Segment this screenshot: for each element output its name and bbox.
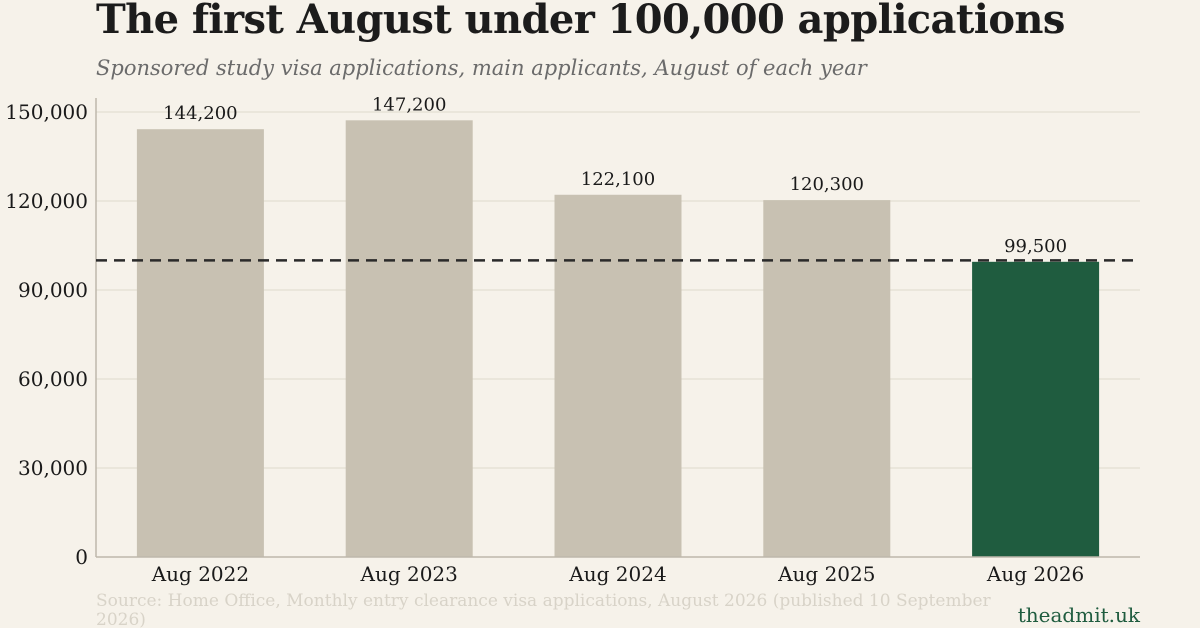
chart-subtitle: Sponsored study visa applications, main … <box>96 56 867 80</box>
data-label: 147,200 <box>372 94 446 115</box>
y-tick-label: 30,000 <box>18 456 88 480</box>
bar-aug-2025 <box>763 200 891 558</box>
source-note: Source: Home Office, Monthly entry clear… <box>96 591 991 628</box>
bar-aug-2024 <box>554 194 682 557</box>
y-tick-label: 120,000 <box>5 189 88 213</box>
x-tick-label: Aug 2024 <box>568 562 666 586</box>
data-label: 122,100 <box>581 169 655 190</box>
chart-title: The first August under 100,000 applicati… <box>96 0 1065 43</box>
data-label: 120,300 <box>790 174 864 195</box>
data-label: 99,500 <box>1004 236 1067 257</box>
brand-logo-text: theadmit.uk <box>1017 603 1140 627</box>
x-tick-label: Aug 2025 <box>777 562 875 586</box>
bar-aug-2023 <box>345 120 473 557</box>
y-tick-label: 0 <box>75 545 88 569</box>
x-tick-label: Aug 2026 <box>986 562 1084 586</box>
x-tick-label: Aug 2023 <box>360 562 458 586</box>
y-tick-label: 90,000 <box>18 278 88 302</box>
y-tick-label: 150,000 <box>5 100 88 124</box>
x-tick-label: Aug 2022 <box>151 562 249 586</box>
y-tick-label: 60,000 <box>18 367 88 391</box>
data-label: 144,200 <box>163 103 237 124</box>
bar-aug-2022 <box>136 129 264 557</box>
bar-aug-2026 <box>972 261 1100 557</box>
